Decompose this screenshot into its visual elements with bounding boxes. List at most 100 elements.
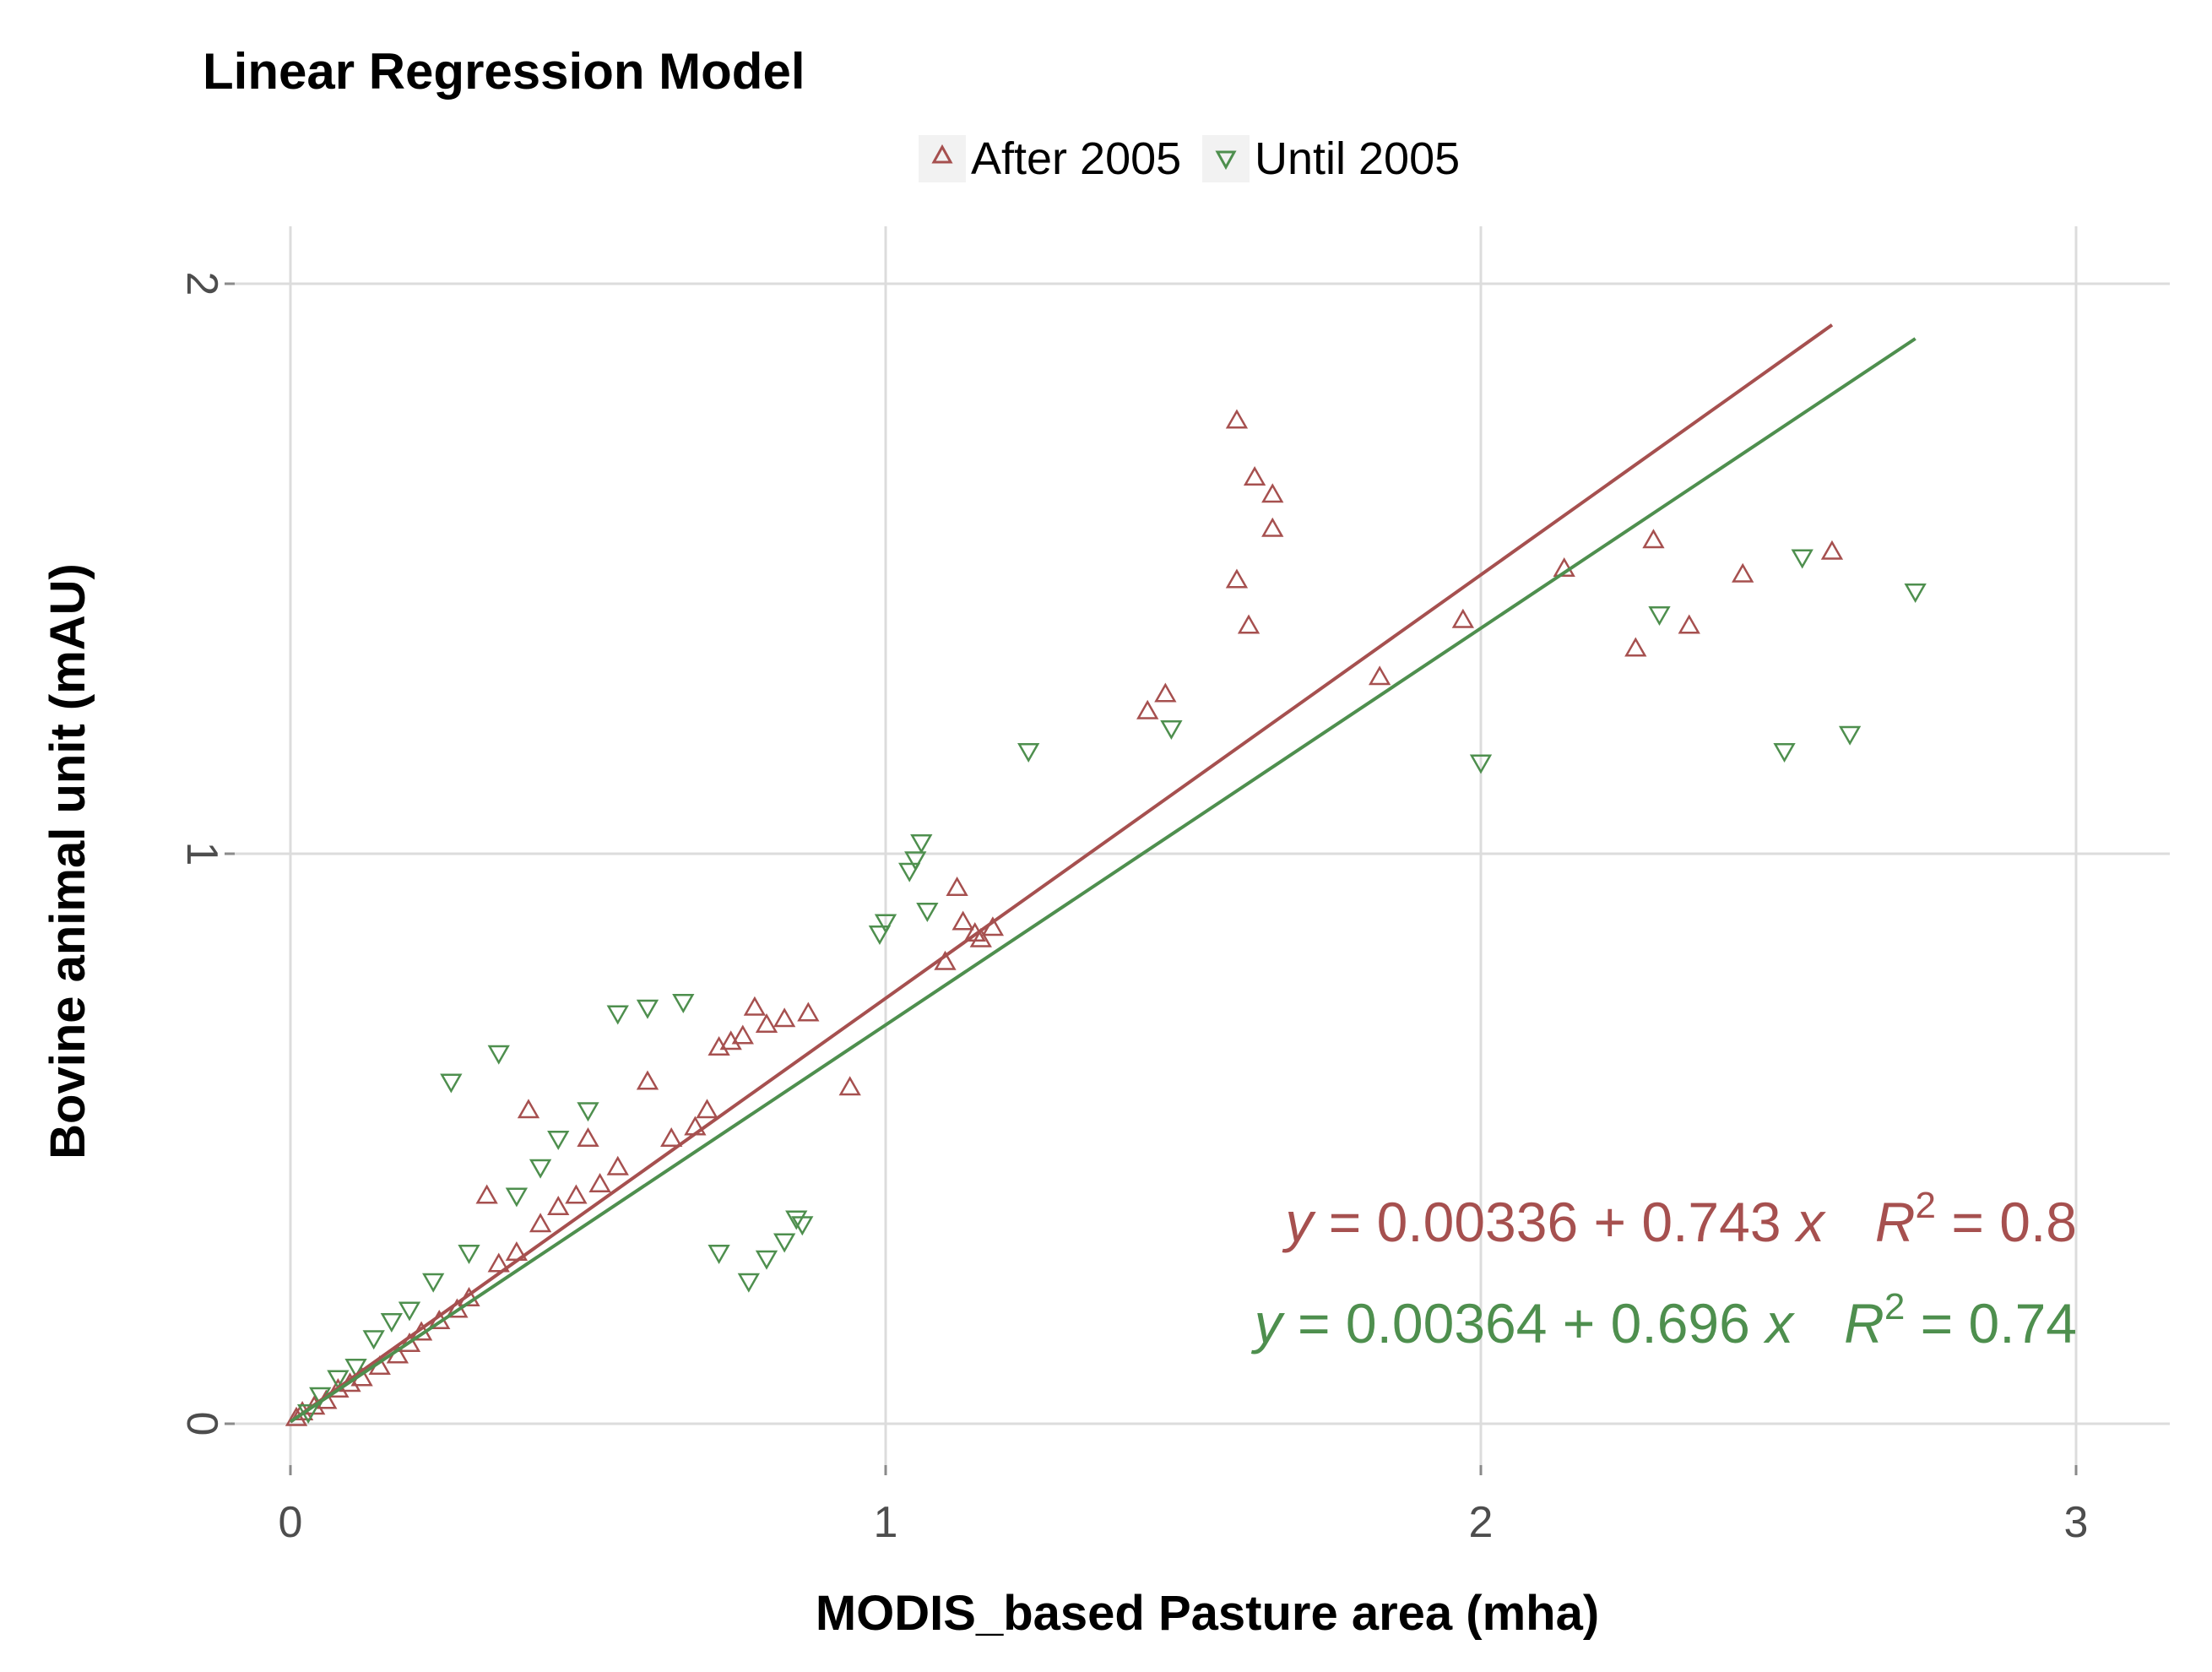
y-tick-label: 1 — [177, 842, 226, 866]
point-until-2005 — [904, 851, 927, 871]
legend-label-after-2005: After 2005 — [971, 133, 1181, 184]
point-until-2005 — [487, 1045, 510, 1065]
point-after-2005 — [743, 996, 767, 1016]
point-after-2005 — [1261, 483, 1284, 503]
point-until-2005 — [791, 1216, 814, 1236]
point-until-2005 — [1838, 725, 1862, 746]
point-after-2005 — [719, 1030, 742, 1050]
point-until-2005 — [327, 1370, 350, 1390]
point-until-2005 — [547, 1131, 570, 1151]
regression-lines — [289, 323, 1917, 1424]
point-until-2005 — [1648, 606, 1671, 627]
point-after-2005 — [773, 1007, 796, 1028]
point-until-2005 — [1773, 743, 1796, 763]
point-until-2005 — [458, 1245, 480, 1265]
point-until-2005 — [773, 1233, 796, 1253]
y-tick-label: 2 — [177, 272, 226, 296]
point-after-2005 — [708, 1035, 730, 1056]
x-tick-label: 0 — [279, 1498, 303, 1547]
point-after-2005 — [517, 1099, 540, 1119]
legend-after-2005-triangle-icon — [931, 144, 953, 164]
legend: After 2005 Until 2005 — [919, 133, 1460, 184]
point-after-2005 — [838, 1076, 861, 1096]
point-until-2005 — [344, 1359, 367, 1379]
point-until-2005 — [910, 834, 933, 855]
x-tick-label: 3 — [2064, 1498, 2089, 1547]
point-after-2005 — [1451, 608, 1475, 628]
x-axis-title: MODIS_based Pasture area (mha) — [816, 1586, 1599, 1641]
point-until-2005 — [505, 1187, 529, 1208]
point-after-2005 — [1820, 540, 1844, 560]
point-after-2005 — [660, 1126, 683, 1147]
axes: 0 1 2 3 0 1 2 — [177, 272, 2088, 1547]
point-after-2005 — [577, 1126, 599, 1147]
point-until-2005 — [398, 1301, 421, 1322]
point-after-2005 — [588, 1172, 611, 1192]
point-after-2005 — [969, 927, 992, 947]
equation-after-2005: y = 0.00336 + 0.743 x R2 = 0.8 — [1282, 1185, 2077, 1253]
point-after-2005 — [475, 1184, 498, 1204]
point-after-2005 — [1261, 517, 1284, 537]
point-after-2005 — [755, 1012, 778, 1033]
y-tick-label: 0 — [177, 1412, 226, 1436]
point-after-2005 — [1237, 614, 1261, 634]
point-until-2005 — [440, 1073, 463, 1094]
point-after-2005 — [1732, 562, 1754, 583]
legend-key-until-2005 — [1202, 135, 1250, 182]
point-until-2005 — [898, 862, 921, 882]
point-after-2005 — [797, 1002, 820, 1022]
point-after-2005 — [1243, 465, 1266, 486]
point-after-2005 — [731, 1024, 754, 1045]
point-until-2005 — [577, 1102, 599, 1122]
point-until-2005 — [874, 914, 897, 934]
fit-line-until-2005 — [289, 337, 1917, 1424]
point-after-2005 — [1642, 529, 1665, 549]
point-until-2005 — [672, 994, 695, 1014]
point-until-2005 — [868, 926, 892, 946]
point-after-2005 — [606, 1155, 629, 1175]
point-until-2005 — [916, 903, 939, 923]
point-after-2005 — [487, 1252, 510, 1273]
point-after-2005 — [1136, 699, 1159, 719]
legend-until-2005-triangle-icon — [1215, 150, 1237, 171]
point-until-2005 — [362, 1330, 385, 1350]
point-until-2005 — [737, 1273, 761, 1293]
chart-title: Linear Regression Model — [203, 43, 805, 100]
grid — [235, 226, 2170, 1465]
point-until-2005 — [1017, 743, 1040, 763]
legend-key-after-2005 — [919, 135, 966, 182]
x-tick-label: 1 — [874, 1498, 898, 1547]
point-until-2005 — [785, 1210, 808, 1230]
point-until-2005 — [1469, 754, 1493, 774]
point-after-2005 — [1678, 614, 1700, 634]
point-after-2005 — [1368, 665, 1391, 686]
fit-line-after-2005 — [289, 323, 1834, 1424]
data-points — [285, 409, 1927, 1426]
point-until-2005 — [1904, 584, 1927, 604]
point-after-2005 — [1225, 568, 1249, 589]
point-after-2005 — [951, 910, 974, 931]
point-until-2005 — [606, 1005, 629, 1025]
point-after-2005 — [529, 1213, 552, 1233]
point-until-2005 — [1160, 720, 1183, 741]
point-until-2005 — [1791, 549, 1814, 569]
point-until-2005 — [529, 1159, 552, 1179]
point-after-2005 — [1154, 682, 1177, 703]
legend-label-until-2005: Until 2005 — [1255, 133, 1460, 184]
x-tick-label: 2 — [1469, 1498, 1494, 1547]
point-after-2005 — [285, 1406, 308, 1426]
point-after-2005 — [565, 1184, 588, 1204]
point-after-2005 — [1624, 637, 1647, 657]
point-until-2005 — [708, 1245, 730, 1265]
point-after-2005 — [547, 1195, 570, 1215]
y-axis-title: Bovine animal unit (mAU) — [41, 563, 95, 1159]
equation-until-2005: y = 0.00364 + 0.696 x R2 = 0.74 — [1251, 1286, 2077, 1354]
point-until-2005 — [422, 1273, 445, 1293]
point-until-2005 — [755, 1250, 778, 1270]
point-until-2005 — [636, 999, 659, 1019]
point-after-2005 — [946, 876, 968, 896]
point-after-2005 — [398, 1332, 421, 1352]
point-until-2005 — [380, 1313, 404, 1333]
point-after-2005 — [636, 1070, 659, 1090]
